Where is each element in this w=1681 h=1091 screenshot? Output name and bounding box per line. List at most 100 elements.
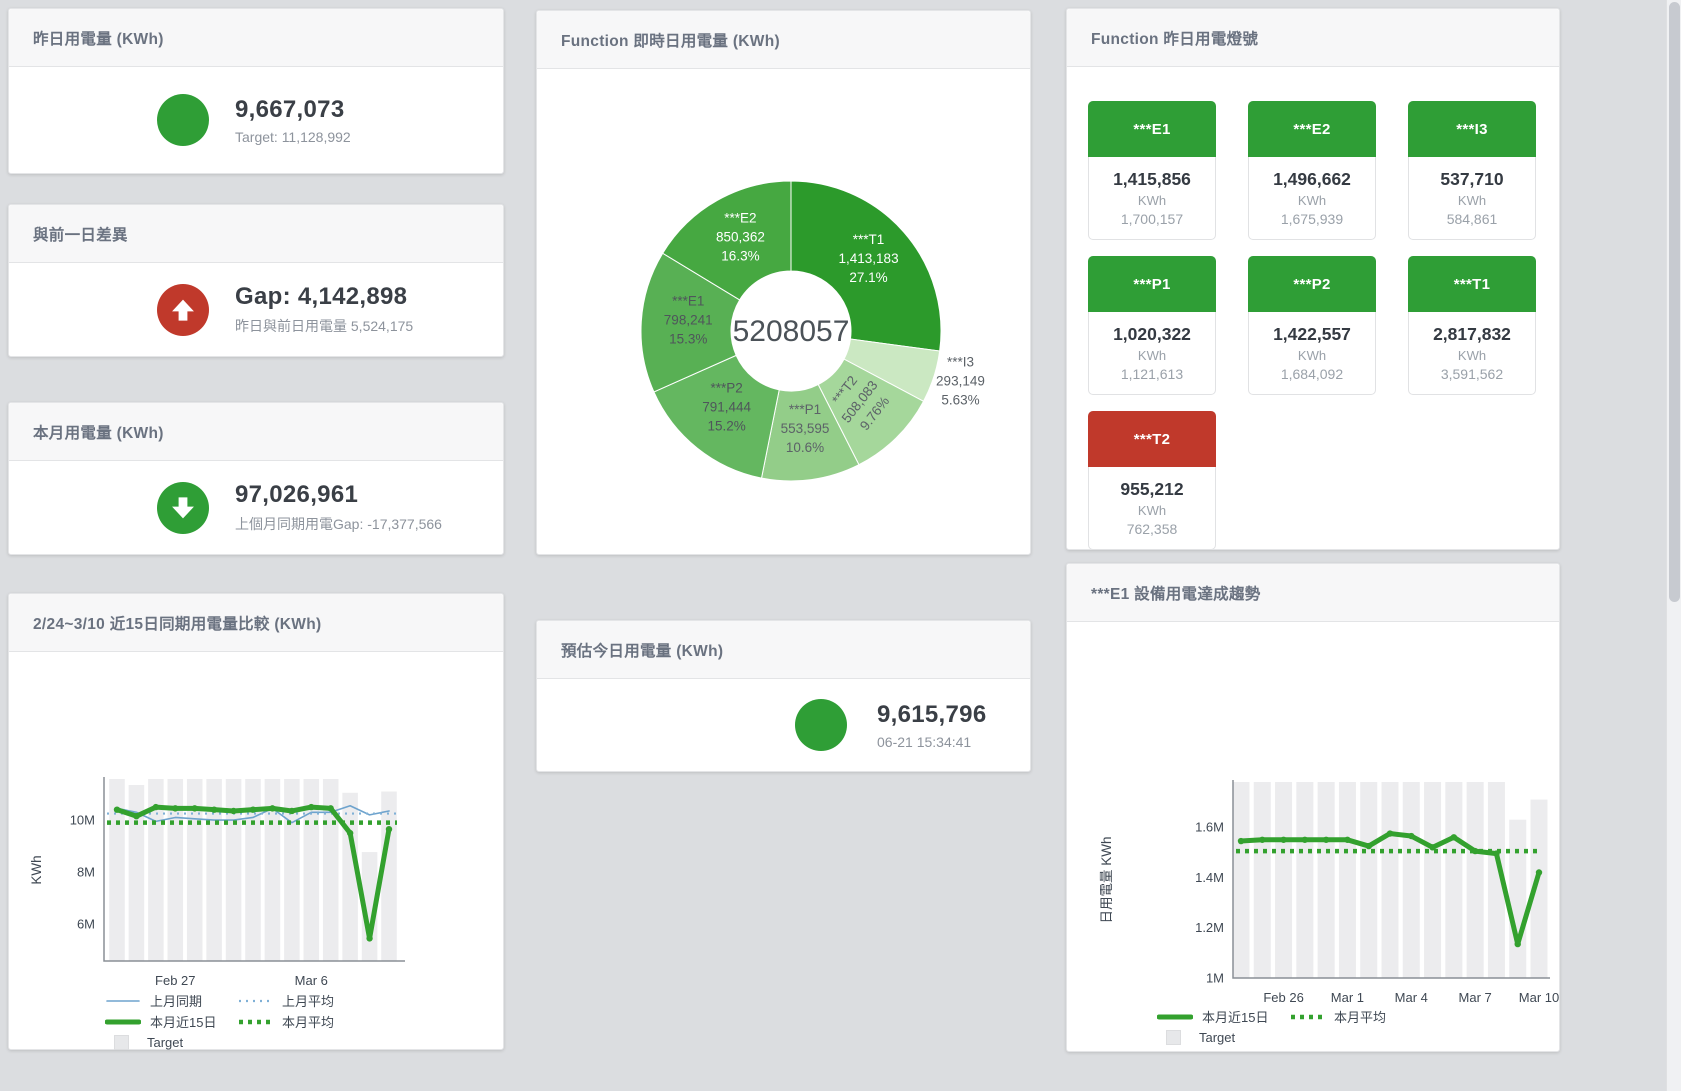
panel-title[interactable]: Function 昨日用電燈號 (1091, 30, 1259, 48)
donut-slice-label: ***T1 1,413,183 27.1% (839, 232, 899, 285)
scrollbar-thumb[interactable] (1669, 2, 1680, 602)
series-line-上月同期 (116, 804, 390, 824)
panel-title[interactable]: Function 即時日用電量 (KWh) (561, 32, 780, 50)
legend-label: 上月平均 (282, 994, 335, 1009)
data-point (152, 803, 160, 811)
panel-title[interactable]: 2/24~3/10 近15日同期用電量比較 (KWh) (33, 615, 322, 633)
lamp-tile-I3[interactable]: ***I3 537,710 KWh 584,861 (1408, 101, 1536, 240)
tile-value: 1,496,662 (1273, 169, 1351, 189)
legend-item[interactable]: 本月近15日 (105, 1012, 237, 1031)
stat-subtitle: 昨日與前日用電量 5,524,175 (235, 318, 414, 334)
donut-slice-T1[interactable] (790, 180, 942, 352)
lamp-tile-E1[interactable]: ***E1 1,415,856 KWh 1,700,157 (1088, 101, 1216, 240)
panel-title[interactable]: 本月用電量 (KWh) (33, 424, 164, 442)
stat-subtitle: 06-21 15:34:41 (877, 733, 972, 750)
arrow-down-icon (157, 481, 209, 534)
legend-label: 本月平均 (282, 1015, 335, 1030)
data-point (230, 807, 237, 815)
donut-slice-label: ***E1 798,241 15.3% (664, 293, 713, 346)
data-point (269, 805, 276, 812)
legend-line-swatch (1157, 1014, 1193, 1019)
target-bar (1360, 782, 1378, 978)
data-point (327, 805, 334, 812)
donut-slice-P2[interactable] (653, 354, 780, 479)
y-tick-label: 1.2M (1195, 920, 1224, 935)
x-tick-label: Feb 27 (155, 973, 195, 988)
y-axis-title: 日用電量 KWh (1099, 836, 1114, 923)
panel-title[interactable]: 預估今日用電量 (KWh) (561, 642, 724, 660)
x-tick-label: Mar 10 (1519, 990, 1559, 1005)
data-point (1408, 832, 1415, 840)
tile-unit: KWh (1137, 348, 1167, 363)
tile-status-header: ***T2 (1088, 411, 1216, 467)
legend-item[interactable]: 本月近15日 (1157, 1007, 1289, 1026)
data-point (1535, 869, 1543, 876)
lamp-tile-E2[interactable]: ***E2 1,496,662 KWh 1,675,939 (1248, 101, 1376, 240)
legend-line-swatch (1291, 1014, 1323, 1019)
tile-unit: KWh (1137, 503, 1167, 518)
target-bar (342, 792, 358, 961)
legend-line-swatch (105, 1019, 141, 1024)
stat-body: Gap: 4,142,898 昨日與前日用電量 5,524,175 (9, 263, 503, 356)
panel-today-estimate: 預估今日用電量 (KWh) 9,615,796 06-21 15:34:41 (536, 620, 1031, 772)
target-bar (109, 779, 125, 961)
x-tick-label: Mar 7 (1459, 990, 1492, 1005)
target-bar (1381, 782, 1399, 978)
tile-target-value: 584,861 (1446, 211, 1498, 227)
lamp-tile-T1[interactable]: ***T1 2,817,832 KWh 3,591,562 (1408, 256, 1536, 395)
data-point (172, 805, 179, 812)
legend-label: 本月平均 (1334, 1010, 1387, 1025)
target-bar (245, 779, 261, 961)
donut-slice-E1[interactable] (640, 252, 741, 393)
legend-item[interactable]: 本月平均 (1289, 1007, 1421, 1026)
legend-label: 上月同期 (150, 994, 203, 1009)
y-tick-label: 1M (1206, 971, 1224, 986)
trend-chart-legend: 本月近15日 本月平均 Target (1157, 1006, 1421, 1048)
panel-header: 預估今日用電量 (KWh) (537, 621, 1030, 679)
donut-slice-label: ***P2 791,444 15.2% (702, 380, 751, 433)
y-tick-label: 10M (70, 813, 95, 828)
legend-item[interactable]: 本月平均 (237, 1012, 369, 1031)
panel-realtime-donut: Function 即時日用電量 (KWh) ***T1 1,413,183 27.1… (536, 10, 1031, 555)
data-point (1450, 834, 1458, 841)
target-bar (1466, 782, 1484, 978)
panel-e1-trend-chart: ***E1 設備用電達成趨勢 1M 1.2M 1.4M 1.6M Feb 26 Mar 1… (1066, 563, 1560, 1052)
data-point (346, 829, 354, 837)
panel-header: ***E1 設備用電達成趨勢 (1067, 564, 1559, 622)
target-legend-swatch (114, 1035, 129, 1050)
panel-title[interactable]: ***E1 設備用電達成趨勢 (1091, 585, 1261, 603)
lamp-tile-T2[interactable]: ***T2 955,212 KWh 762,358 (1088, 411, 1216, 550)
legend-item[interactable]: Target (105, 1035, 237, 1050)
tile-unit: KWh (1297, 348, 1327, 363)
data-point (210, 806, 218, 813)
panel-header: Function 即時日用電量 (KWh) (537, 11, 1030, 69)
legend-label: Target (1199, 1030, 1236, 1045)
lamp-tile-P2[interactable]: ***P2 1,422,557 KWh 1,684,092 (1248, 256, 1376, 395)
tile-target-value: 1,684,092 (1280, 366, 1344, 382)
target-bar (206, 779, 222, 961)
compare-line-chart: 6M 8M 10M Feb 27 Mar 6 KWh (29, 777, 405, 988)
stat-value: 97,026,961 (235, 481, 359, 508)
legend-item[interactable]: 上月同期 (105, 991, 237, 1010)
tile-unit: KWh (1137, 193, 1167, 208)
scrollbar[interactable] (1666, 0, 1681, 1091)
x-tick-label: Mar 6 (295, 973, 328, 988)
panel-yesterday-usage: 昨日用電量 (KWh) 9,667,073 Target: 11,128,992 (8, 8, 504, 174)
tile-value: 1,422,557 (1273, 324, 1351, 344)
panel-title[interactable]: 與前一日差異 (33, 226, 128, 244)
legend-item[interactable]: 上月平均 (237, 991, 369, 1010)
tile-value: 1,020,322 (1113, 324, 1191, 344)
stat-value: Gap: 4,142,898 (235, 283, 408, 310)
lamp-tile-P1[interactable]: ***P1 1,020,322 KWh 1,121,613 (1088, 256, 1216, 395)
target-bar (225, 779, 242, 961)
x-tick-label: Mar 1 (1331, 990, 1364, 1005)
data-point (1280, 836, 1287, 843)
panel-title[interactable]: 昨日用電量 (KWh) (33, 30, 164, 48)
panel-lamp-status: Function 昨日用電燈號 ***E1 1,415,856 KWh 1,700,1… (1066, 8, 1560, 550)
data-point (1365, 842, 1372, 850)
data-point (1386, 830, 1394, 837)
donut-slice-E2[interactable] (662, 180, 792, 301)
data-point (133, 812, 140, 820)
legend-item[interactable]: Target (1157, 1030, 1289, 1045)
tile-value: 537,710 (1440, 169, 1504, 189)
